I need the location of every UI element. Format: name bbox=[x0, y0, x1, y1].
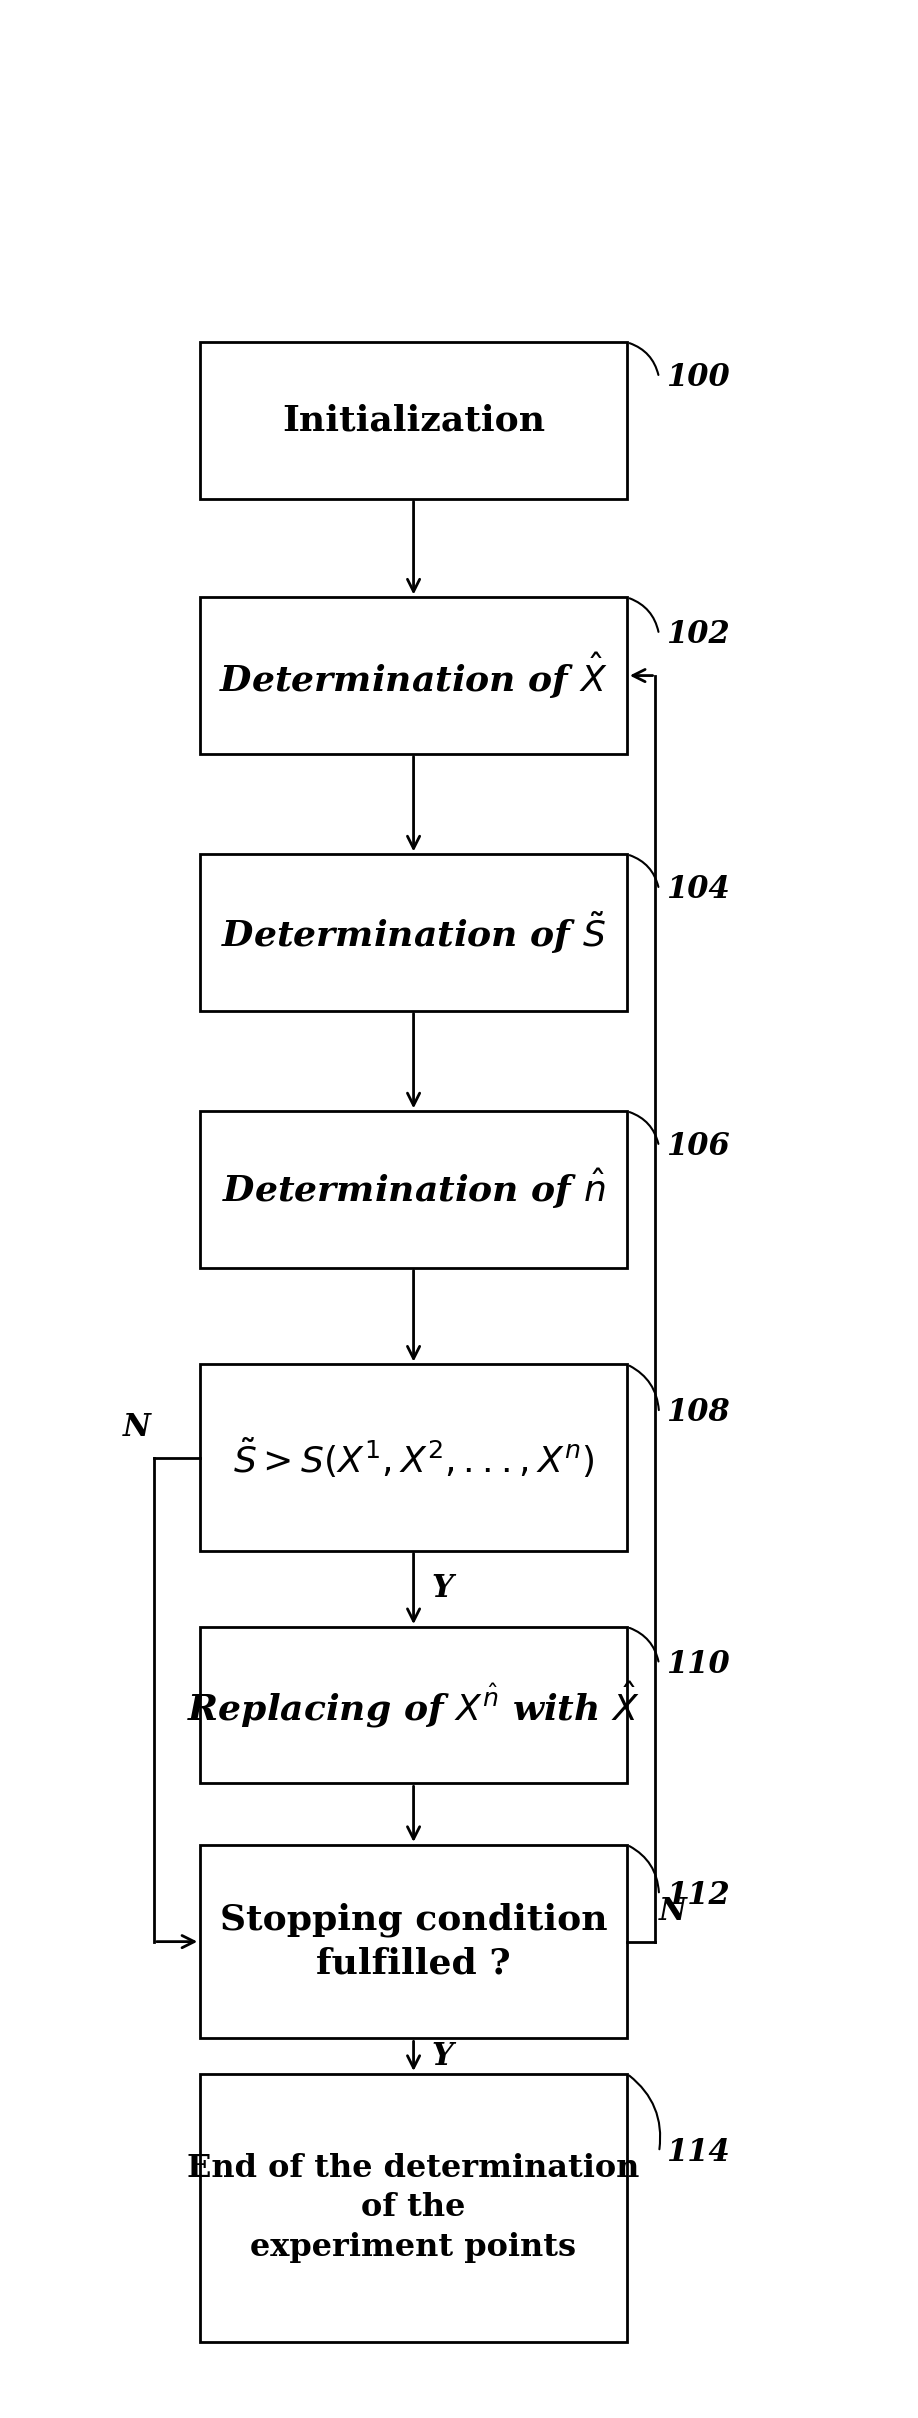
Text: 100: 100 bbox=[666, 363, 730, 394]
Text: 108: 108 bbox=[666, 1398, 730, 1429]
Bar bbox=[200, 1112, 627, 1267]
Bar bbox=[200, 1627, 627, 1784]
Text: 104: 104 bbox=[666, 875, 730, 904]
Text: 114: 114 bbox=[666, 2138, 730, 2167]
Text: N: N bbox=[122, 1412, 151, 1444]
Text: Replacing of $X^{\hat{n}}$ with $\hat{X}$: Replacing of $X^{\hat{n}}$ with $\hat{X}… bbox=[187, 1681, 640, 1731]
Bar bbox=[200, 1845, 627, 2038]
Bar bbox=[200, 854, 627, 1011]
Text: Determination of $\hat{n}$: Determination of $\hat{n}$ bbox=[222, 1168, 605, 1211]
Text: Initialization: Initialization bbox=[282, 404, 545, 438]
Text: Y: Y bbox=[431, 2041, 453, 2072]
Text: 110: 110 bbox=[666, 1649, 730, 1681]
Text: 106: 106 bbox=[666, 1132, 730, 1163]
Text: 112: 112 bbox=[666, 1879, 730, 1910]
Text: $\tilde{S}>S(X^1,X^2,...,X^n)$: $\tilde{S}>S(X^1,X^2,...,X^n)$ bbox=[233, 1436, 594, 1480]
Bar bbox=[200, 2075, 627, 2343]
Text: Determination of $\hat{X}$: Determination of $\hat{X}$ bbox=[219, 650, 608, 701]
Text: Stopping condition
fulfilled ?: Stopping condition fulfilled ? bbox=[219, 1903, 608, 1980]
Bar bbox=[200, 597, 627, 754]
Text: Y: Y bbox=[431, 1574, 453, 1603]
Text: End of the determination
of the
experiment points: End of the determination of the experime… bbox=[187, 2152, 640, 2263]
Text: 102: 102 bbox=[666, 619, 730, 650]
Bar bbox=[200, 1364, 627, 1550]
Text: Determination of $\tilde{S}$: Determination of $\tilde{S}$ bbox=[221, 909, 606, 955]
Bar bbox=[200, 343, 627, 498]
Text: N: N bbox=[659, 1896, 687, 1927]
